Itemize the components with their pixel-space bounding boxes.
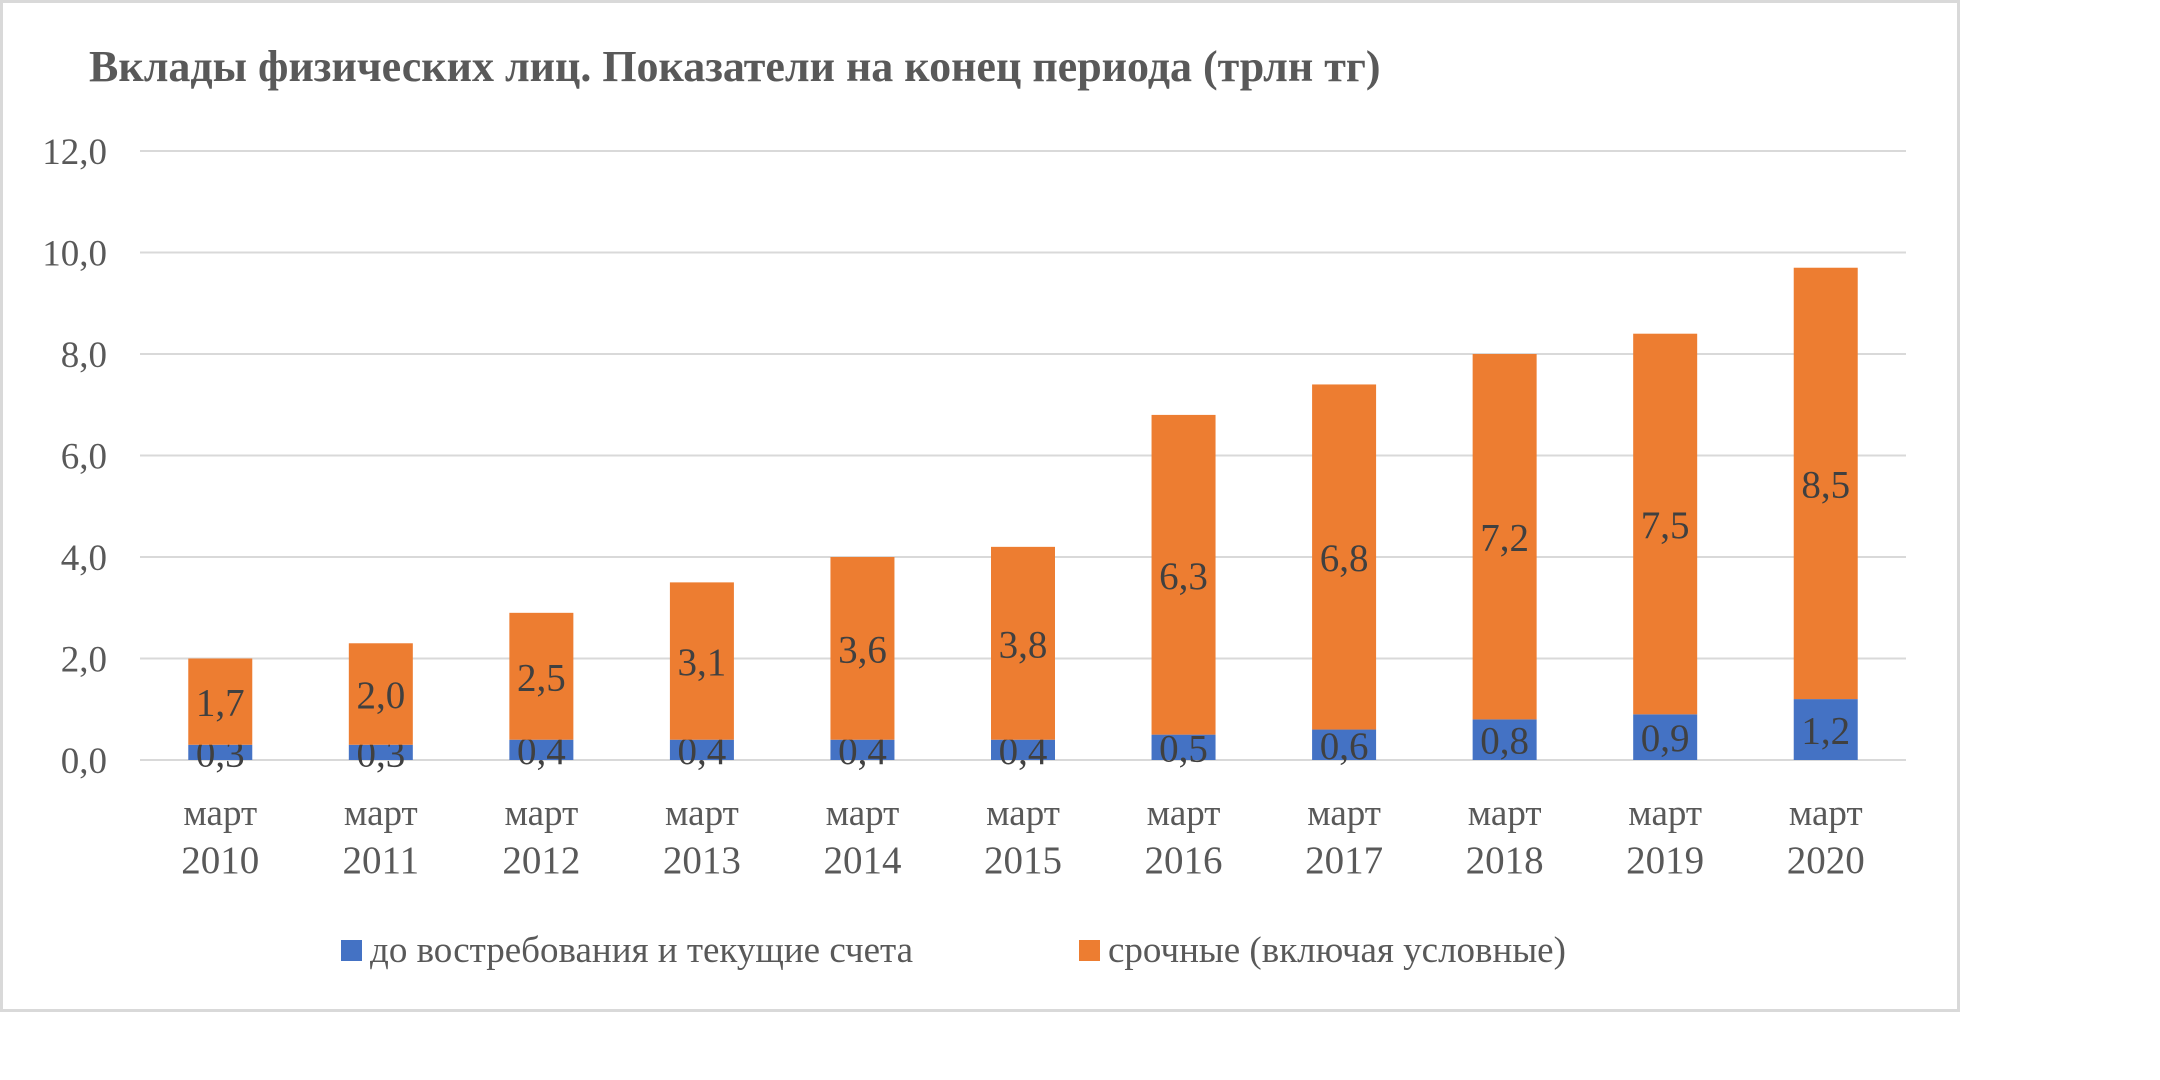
bar-demand: [669, 739, 734, 760]
y-tick-label: 8,0: [61, 335, 107, 376]
bar-term: [1633, 333, 1698, 715]
x-tick-label-year: 2014: [823, 839, 901, 882]
bar-term: [188, 658, 253, 745]
bar-demand: [1793, 699, 1858, 760]
data-label-term: 2,5: [517, 656, 566, 699]
data-label-term: 6,3: [1159, 555, 1208, 598]
bar-demand: [509, 739, 574, 760]
legend-label-demand: до востребования и текущие счета: [370, 929, 914, 971]
x-tick-label-year: 2020: [1787, 839, 1865, 882]
x-tick-label-month: март: [986, 793, 1060, 834]
y-tick-label: 10,0: [42, 234, 107, 275]
data-label-term: 2,0: [356, 674, 405, 717]
bar-term: [1151, 414, 1216, 735]
legend-item-demand: до востребования и текущие счета: [341, 923, 913, 977]
plot-area: 0,02,04,06,08,010,012,00,31,7март20100,3…: [42, 132, 1906, 882]
bar-demand: [1151, 734, 1216, 760]
bar-term: [991, 546, 1055, 740]
x-tick-label-month: март: [826, 793, 900, 834]
bar-term: [1793, 267, 1858, 700]
x-tick-label-month: март: [665, 793, 739, 834]
bar-demand: [830, 739, 895, 760]
x-tick-label-month: март: [1789, 793, 1863, 834]
data-label-demand: 0,8: [1480, 720, 1529, 763]
chart-title: Вклады физических лиц. Показатели на кон…: [89, 42, 1381, 91]
data-label-term: 6,8: [1320, 537, 1369, 580]
data-label-term: 7,5: [1641, 504, 1690, 547]
x-tick-label-year: 2017: [1305, 839, 1383, 882]
bar-demand: [348, 744, 413, 760]
x-tick-label-month: март: [1628, 793, 1702, 834]
x-tick-label-year: 2010: [181, 839, 259, 882]
x-tick-label-year: 2019: [1626, 839, 1704, 882]
y-tick-label: 6,0: [61, 437, 107, 478]
chart-area: Вклады физических лиц. Показатели на кон…: [0, 0, 1960, 1012]
bar-demand: [991, 739, 1055, 760]
bar-demand: [1312, 729, 1377, 760]
y-tick-label: 4,0: [61, 538, 107, 579]
data-label-term: 1,7: [196, 682, 245, 725]
data-label-demand: 1,2: [1801, 710, 1850, 753]
x-tick-label-month: март: [1307, 793, 1381, 834]
data-label-demand: 0,6: [1320, 725, 1369, 768]
x-tick-label-month: март: [183, 793, 257, 834]
legend-item-term: срочные (включая условные): [1079, 923, 1566, 977]
bar-term: [669, 582, 734, 740]
y-tick-label: 12,0: [42, 132, 107, 173]
data-label-term: 7,2: [1480, 517, 1529, 560]
x-tick-label-year: 2013: [663, 839, 741, 882]
data-label-term: 3,6: [838, 628, 887, 671]
x-tick-label-year: 2011: [343, 839, 420, 882]
data-label-term: 8,5: [1801, 463, 1850, 506]
legend-swatch-term: [1079, 939, 1100, 961]
x-tick-label-month: март: [1147, 793, 1221, 834]
y-tick-label: 0,0: [61, 741, 107, 782]
bar-demand: [188, 744, 253, 760]
x-tick-label-month: март: [1468, 793, 1542, 834]
x-tick-label-month: март: [504, 793, 578, 834]
y-tick-label: 2,0: [61, 640, 107, 681]
x-tick-label-year: 2018: [1466, 839, 1544, 882]
x-tick-label-year: 2012: [502, 839, 580, 882]
legend-label-term: срочные (включая условные): [1108, 929, 1566, 971]
x-tick-label-year: 2016: [1145, 839, 1223, 882]
bar-term: [830, 557, 895, 740]
bar-demand: [1633, 714, 1698, 760]
x-tick-label-month: март: [344, 793, 418, 834]
bar-demand: [1472, 719, 1537, 760]
bar-term: [1312, 384, 1377, 730]
data-label-term: 3,1: [678, 641, 727, 684]
legend-swatch-demand: [341, 939, 362, 961]
bar-term: [1472, 354, 1537, 720]
x-tick-label-year: 2015: [984, 839, 1062, 882]
bar-term: [348, 643, 413, 745]
bar-term: [509, 612, 574, 740]
data-label-demand: 0,9: [1641, 717, 1690, 760]
data-label-term: 3,8: [999, 623, 1048, 666]
